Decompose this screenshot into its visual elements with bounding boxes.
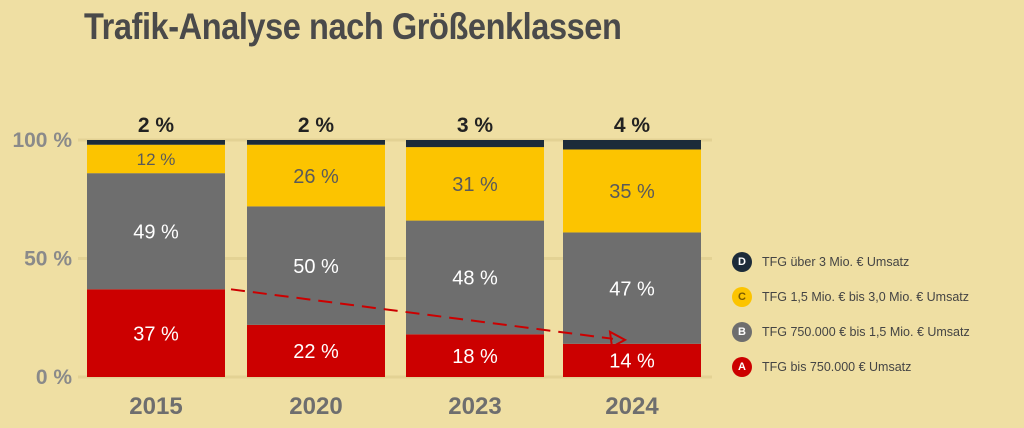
legend-badge: A [732,356,752,377]
legend-item-a: A TFG bis 750.000 € Umsatz [732,349,1024,384]
legend-badge: D [732,251,752,272]
bar-segment-a [406,334,544,377]
bar-segment-c [563,149,701,233]
data-label: 37 % [133,323,179,345]
bar-segment-c [406,147,544,221]
y-tick-label: 0 % [36,366,73,389]
legend-label: TFG 750.000 € bis 1,5 Mio. € Umsatz [762,324,970,339]
chart-title: Trafik-Analyse nach Größenklassen [84,6,622,47]
data-label: 47 % [609,278,655,300]
legend-label: TFG über 3 Mio. € Umsatz [762,254,910,269]
data-label: 4 % [614,114,651,137]
legend-item-b: B TFG 750.000 € bis 1,5 Mio. € Umsatz [732,314,1024,349]
data-label: 49 % [133,221,179,243]
bar-segment-c [87,144,225,174]
bar-segment-b [87,173,225,290]
data-label: 26 % [293,166,339,188]
bar-segment-b [563,232,701,344]
bar-segment-a [563,343,701,377]
bar-segment-a [87,289,225,377]
bar-segment-d [563,140,701,150]
data-label: 31 % [452,174,498,196]
legend-item-c: C TFG 1,5 Mio. € bis 3,0 Mio. € Umsatz [732,279,1024,314]
legend-badge: B [732,321,752,342]
data-label: 50 % [293,256,339,278]
data-label: 3 % [457,114,494,137]
legend-badge: C [732,286,752,307]
x-tick-label: 2024 [605,393,659,420]
bar-segment-d [247,140,385,145]
data-label: 18 % [452,346,498,368]
bar-segment-c [247,144,385,207]
bar-segment-b [247,206,385,325]
legend-label: TFG 1,5 Mio. € bis 3,0 Mio. € Umsatz [762,289,970,304]
y-tick-label: 50 % [24,248,72,271]
x-tick-label: 2015 [129,393,182,420]
data-label: 14 % [609,351,655,373]
data-label: 2 % [138,114,175,137]
trend-arrow-line [230,288,614,340]
bar-segment-d [87,140,225,145]
data-label: 12 % [137,150,176,169]
legend-item-d: D TFG über 3 Mio. € Umsatz [732,244,1024,279]
data-label: 22 % [293,341,339,363]
trend-arrow-head [608,330,628,349]
legend: D TFG über 3 Mio. € Umsatz C TFG 1,5 Mio. €… [732,244,1024,384]
bar-segment-d [406,140,544,148]
data-label: 2 % [298,114,335,137]
bar-segment-a [247,324,385,377]
legend-label: TFG bis 750.000 € Umsatz [762,359,912,374]
x-tick-label: 2020 [289,393,342,420]
data-label: 48 % [452,268,498,290]
x-tick-label: 2023 [448,393,501,420]
data-label: 35 % [609,181,655,203]
y-tick-label: 100 % [12,129,72,152]
